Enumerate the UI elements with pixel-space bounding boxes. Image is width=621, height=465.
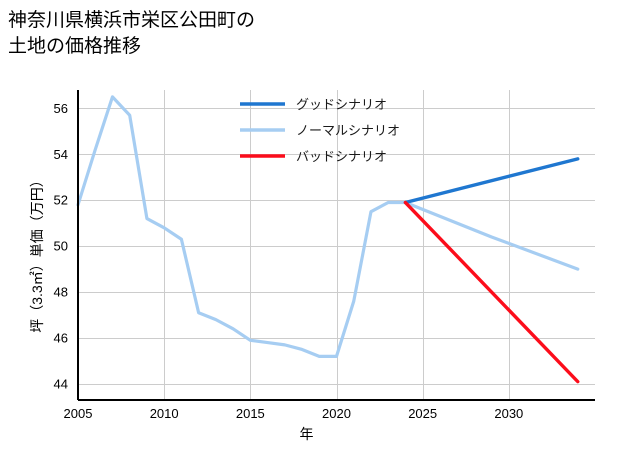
x-axis-label: 年 xyxy=(0,424,621,444)
page-title: 神奈川県横浜市栄区公田町の 土地の価格推移 xyxy=(8,10,256,57)
x-tick-label: 2020 xyxy=(322,406,351,421)
legend-label: ノーマルシナリオ xyxy=(296,123,400,138)
data-series-group xyxy=(76,95,580,384)
series-line-グッドシナリオ xyxy=(403,157,580,205)
series-line-バッドシナリオ xyxy=(403,200,580,384)
y-axis-label: 坪（3.3㎡）単価（万円） xyxy=(29,173,45,333)
y-tick-label: 54 xyxy=(54,147,68,162)
legend-label: バッドシナリオ xyxy=(296,149,387,164)
y-axis-ticks: 44 46 48 50 52 54 56 xyxy=(54,101,68,392)
x-tick-label: 2005 xyxy=(64,406,93,421)
x-tick-label: 2030 xyxy=(494,406,523,421)
y-tick-label: 44 xyxy=(54,376,68,391)
y-tick-label: 46 xyxy=(54,331,68,346)
axis-spines xyxy=(76,90,595,402)
y-tick-label: 56 xyxy=(54,101,68,116)
y-tick-label: 50 xyxy=(54,239,68,254)
y-tick-label: 48 xyxy=(54,285,68,300)
y-tick-label: 52 xyxy=(54,193,68,208)
x-tick-label: 2015 xyxy=(236,406,265,421)
x-tick-label: 2010 xyxy=(150,406,179,421)
legend-label: グッドシナリオ xyxy=(296,97,387,112)
x-axis-label-text: 年 xyxy=(299,426,314,442)
series-line-ノーマルシナリオ xyxy=(76,95,580,358)
x-axis-ticks: 2005 2010 2015 2020 2025 2030 xyxy=(64,406,524,421)
x-tick-label: 2025 xyxy=(408,406,437,421)
